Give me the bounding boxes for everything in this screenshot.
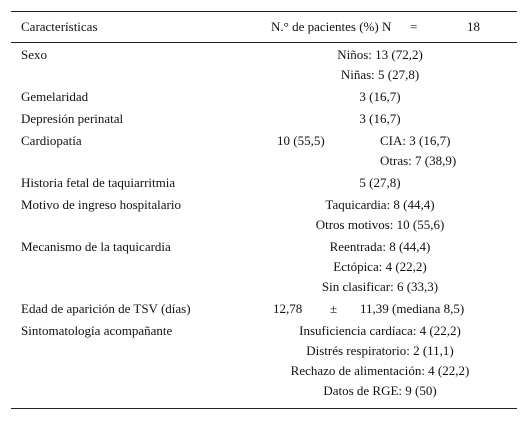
header-cell: Características (21, 19, 98, 34)
cell-value: Taquicardia: 8 (44,4) (325, 197, 435, 212)
top-rule (11, 11, 517, 12)
cell-value: 10 (55,5) (277, 133, 325, 148)
row-label: Sintomatología acompañante (21, 323, 173, 338)
cell-value: Insuficiencia cardíaca: 4 (22,2) (299, 323, 461, 338)
cell-value: Ectópica: 4 (22,2) (333, 259, 427, 274)
cell-value: 11,39 (mediana 8,5) (360, 301, 465, 316)
cell-value: CIA: 3 (16,7) (380, 133, 451, 148)
cell-value: Distrés respiratorio: 2 (11,1) (306, 343, 454, 358)
cell-value: ± (330, 301, 338, 316)
header-cell: 18 (467, 19, 480, 34)
cell-value: Otros motivos: 10 (55,6) (315, 217, 445, 232)
cell-value: 5 (27,8) (359, 175, 401, 190)
header-rule (11, 42, 517, 43)
bottom-rule (11, 408, 517, 409)
row-label: Depresión perinatal (21, 111, 124, 126)
header-cell: = (410, 19, 418, 34)
row-label: Historia fetal de taquiarritmia (21, 175, 176, 190)
header-cell: N.° de pacientes (%) N (271, 19, 392, 34)
cell-value: 3 (16,7) (359, 111, 401, 126)
row-label: Sexo (21, 47, 47, 62)
row-label: Edad de aparición de TSV (días) (21, 301, 191, 316)
cell-value: Otras: 7 (38,9) (380, 153, 457, 168)
row-label: Mecanismo de la taquicardia (21, 239, 171, 254)
cell-value: Datos de RGE: 9 (50) (323, 383, 437, 398)
cell-value: Niñas: 5 (27,8) (340, 67, 420, 82)
cell-value: Reentrada: 8 (44,4) (329, 239, 431, 254)
row-label: Gemelaridad (21, 89, 89, 104)
cell-value: 3 (16,7) (359, 89, 401, 104)
row-label: Motivo de ingreso hospitalario (21, 197, 181, 212)
row-label: Cardiopatía (21, 133, 82, 148)
cell-value: Rechazo de alimentación: 4 (22,2) (290, 363, 470, 378)
cell-value: Sin clasificar: 6 (33,3) (321, 279, 439, 294)
cell-value: Niños: 13 (72,2) (337, 47, 423, 62)
cell-value: 12,78 (273, 301, 303, 316)
